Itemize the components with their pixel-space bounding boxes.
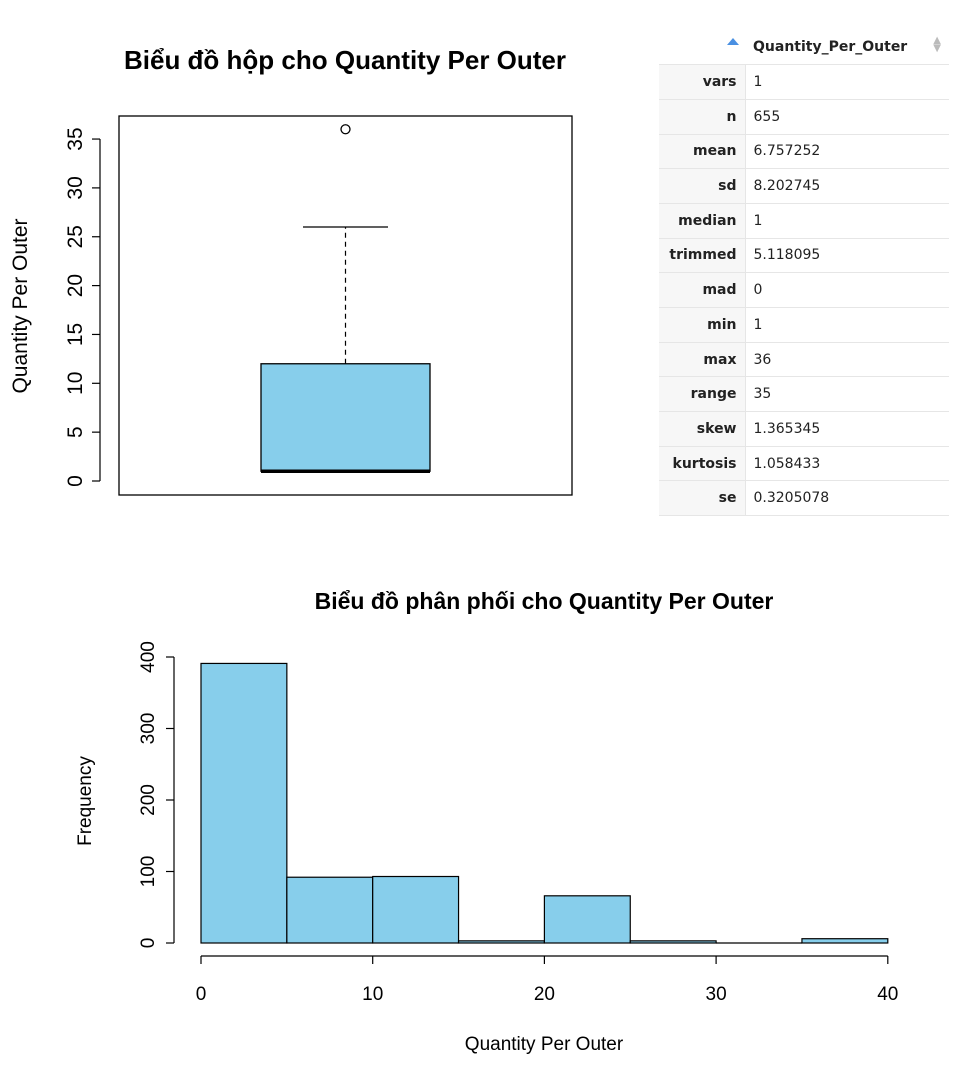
- histogram-y-tick-label: 400: [138, 641, 159, 673]
- stats-row-trimmed: trimmed 5.118095: [659, 238, 949, 274]
- stats-row-skew: skew 1.365345: [659, 411, 949, 447]
- stats-row-value: 36: [745, 342, 949, 378]
- stats-row-value: 6.757252: [745, 134, 949, 170]
- boxplot-frame: [118, 115, 573, 496]
- boxplot-chart: Biểu đồ hộp cho Quantity Per Outer Quant…: [9, 45, 573, 496]
- histogram-y-tick-label: 300: [138, 713, 159, 745]
- stats-row-max: max 36: [659, 342, 949, 378]
- histogram-x-tick-label: 30: [706, 984, 727, 1005]
- histogram-chart: Biểu đồ phân phối cho Quantity Per Outer…: [75, 588, 898, 1055]
- histogram-y-axis-label: Frequency: [75, 756, 96, 846]
- histogram-y-tick-label: 200: [138, 784, 159, 816]
- histogram-bar: [286, 876, 374, 944]
- boxplot-y-tick-label: 15: [64, 323, 87, 346]
- stats-row-value: 0: [745, 272, 949, 308]
- histogram-x-axis-label: Quantity Per Outer: [465, 1034, 624, 1055]
- stats-row-value: 5.118095: [745, 238, 949, 274]
- column-header-quantity-per-outer[interactable]: Quantity_Per_Outer ▲ ▼: [745, 30, 949, 66]
- boxplot-y-tick-label: 35: [64, 127, 87, 150]
- boxplot-y-axis: 0 5 10 15 20 25 30 35: [64, 127, 101, 487]
- stats-row-mean: mean 6.757252: [659, 134, 949, 170]
- boxplot-box: [260, 363, 431, 472]
- sort-both-icon: ▲ ▼: [933, 35, 941, 55]
- boxplot-y-tick-label: 0: [64, 475, 87, 487]
- histogram-x-tick-label: 20: [534, 984, 555, 1005]
- histogram-bars: [200, 662, 889, 944]
- boxplot-y-tick-label: 30: [64, 176, 87, 199]
- stats-row-name: median: [659, 203, 746, 239]
- stats-row-name: max: [659, 342, 746, 378]
- histogram-y-axis: 0 100 200 300 400: [138, 641, 175, 949]
- histogram-bar: [372, 875, 460, 944]
- histogram-title: Biểu đồ phân phối cho Quantity Per Outer: [315, 588, 774, 614]
- column-header-label: Quantity_Per_Outer: [753, 39, 908, 56]
- stats-table-body: vars 1 n 655 mean 6.757252 sd 8.202745 median 1 tr…: [659, 64, 949, 517]
- stats-row-name: mad: [659, 272, 746, 308]
- stats-row-value: 1.058433: [745, 446, 949, 482]
- histogram-bar: [629, 940, 717, 944]
- boxplot-y-tick-label: 25: [64, 225, 87, 248]
- histogram-bar: [200, 662, 288, 944]
- stats-row-name: vars: [659, 64, 746, 100]
- boxplot-y-axis-label: Quantity Per Outer: [9, 218, 32, 393]
- stats-row-name: kurtosis: [659, 446, 746, 482]
- histogram-x-tick-label: 40: [877, 984, 898, 1005]
- stats-row-mad: mad 0: [659, 272, 949, 308]
- stats-row-name: skew: [659, 411, 746, 447]
- stats-row-range: range 35: [659, 376, 949, 413]
- histogram-x-tick-label: 10: [362, 984, 383, 1005]
- histogram-x-tick-label: 0: [196, 984, 207, 1005]
- boxplot-y-tick-label: 20: [64, 274, 87, 297]
- describe-stats-panel: Quantity_Per_Outer ▲ ▼ vars 1 n 655 mean 6.757…: [659, 30, 949, 517]
- histogram-y-tick-label: 100: [138, 856, 159, 888]
- stats-row-min: min 1: [659, 307, 949, 343]
- stats-row-name: sd: [659, 168, 746, 204]
- boxplot-y-tick-label: 5: [64, 426, 87, 438]
- stats-row-se: se 0.3205078: [659, 480, 949, 517]
- histogram-bar: [801, 938, 889, 944]
- sort-rownames-header[interactable]: [659, 30, 745, 66]
- boxplot-body: [260, 124, 431, 473]
- stats-row-n: n 655: [659, 99, 949, 135]
- stats-row-sd: sd 8.202745: [659, 168, 949, 204]
- histogram-bar: [457, 940, 545, 944]
- histogram-bar: [543, 895, 631, 944]
- stats-row-value: 0.3205078: [745, 480, 949, 517]
- boxplot-title: Biểu đồ hộp cho Quantity Per Outer: [124, 45, 566, 75]
- histogram-y-tick-label: 0: [138, 938, 159, 949]
- stats-row-value: 1: [745, 307, 949, 343]
- stats-row-value: 8.202745: [745, 168, 949, 204]
- stats-row-vars: vars 1: [659, 64, 949, 100]
- stats-row-kurtosis: kurtosis 1.058433: [659, 446, 949, 482]
- stats-row-name: se: [659, 480, 746, 517]
- stats-row-median: median 1: [659, 203, 949, 239]
- stats-row-name: trimmed: [659, 238, 746, 274]
- stats-row-name: mean: [659, 134, 746, 170]
- stats-row-value: 655: [745, 99, 949, 135]
- stats-row-value: 1: [745, 203, 949, 239]
- stats-row-value: 35: [745, 376, 949, 413]
- boxplot-outlier-point: [340, 124, 351, 135]
- stats-row-value: 1: [745, 64, 949, 100]
- stats-row-name: range: [659, 376, 746, 413]
- stats-row-value: 1.365345: [745, 411, 949, 447]
- boxplot-y-tick-label: 10: [64, 372, 87, 395]
- sort-ascending-icon: [727, 38, 739, 45]
- stats-row-name: n: [659, 99, 746, 135]
- describe-stats-table: Quantity_Per_Outer ▲ ▼ vars 1 n 655 mean 6.757…: [659, 30, 949, 517]
- stats-row-name: min: [659, 307, 746, 343]
- histogram-x-axis: 0 10 20 30 40: [196, 955, 898, 1005]
